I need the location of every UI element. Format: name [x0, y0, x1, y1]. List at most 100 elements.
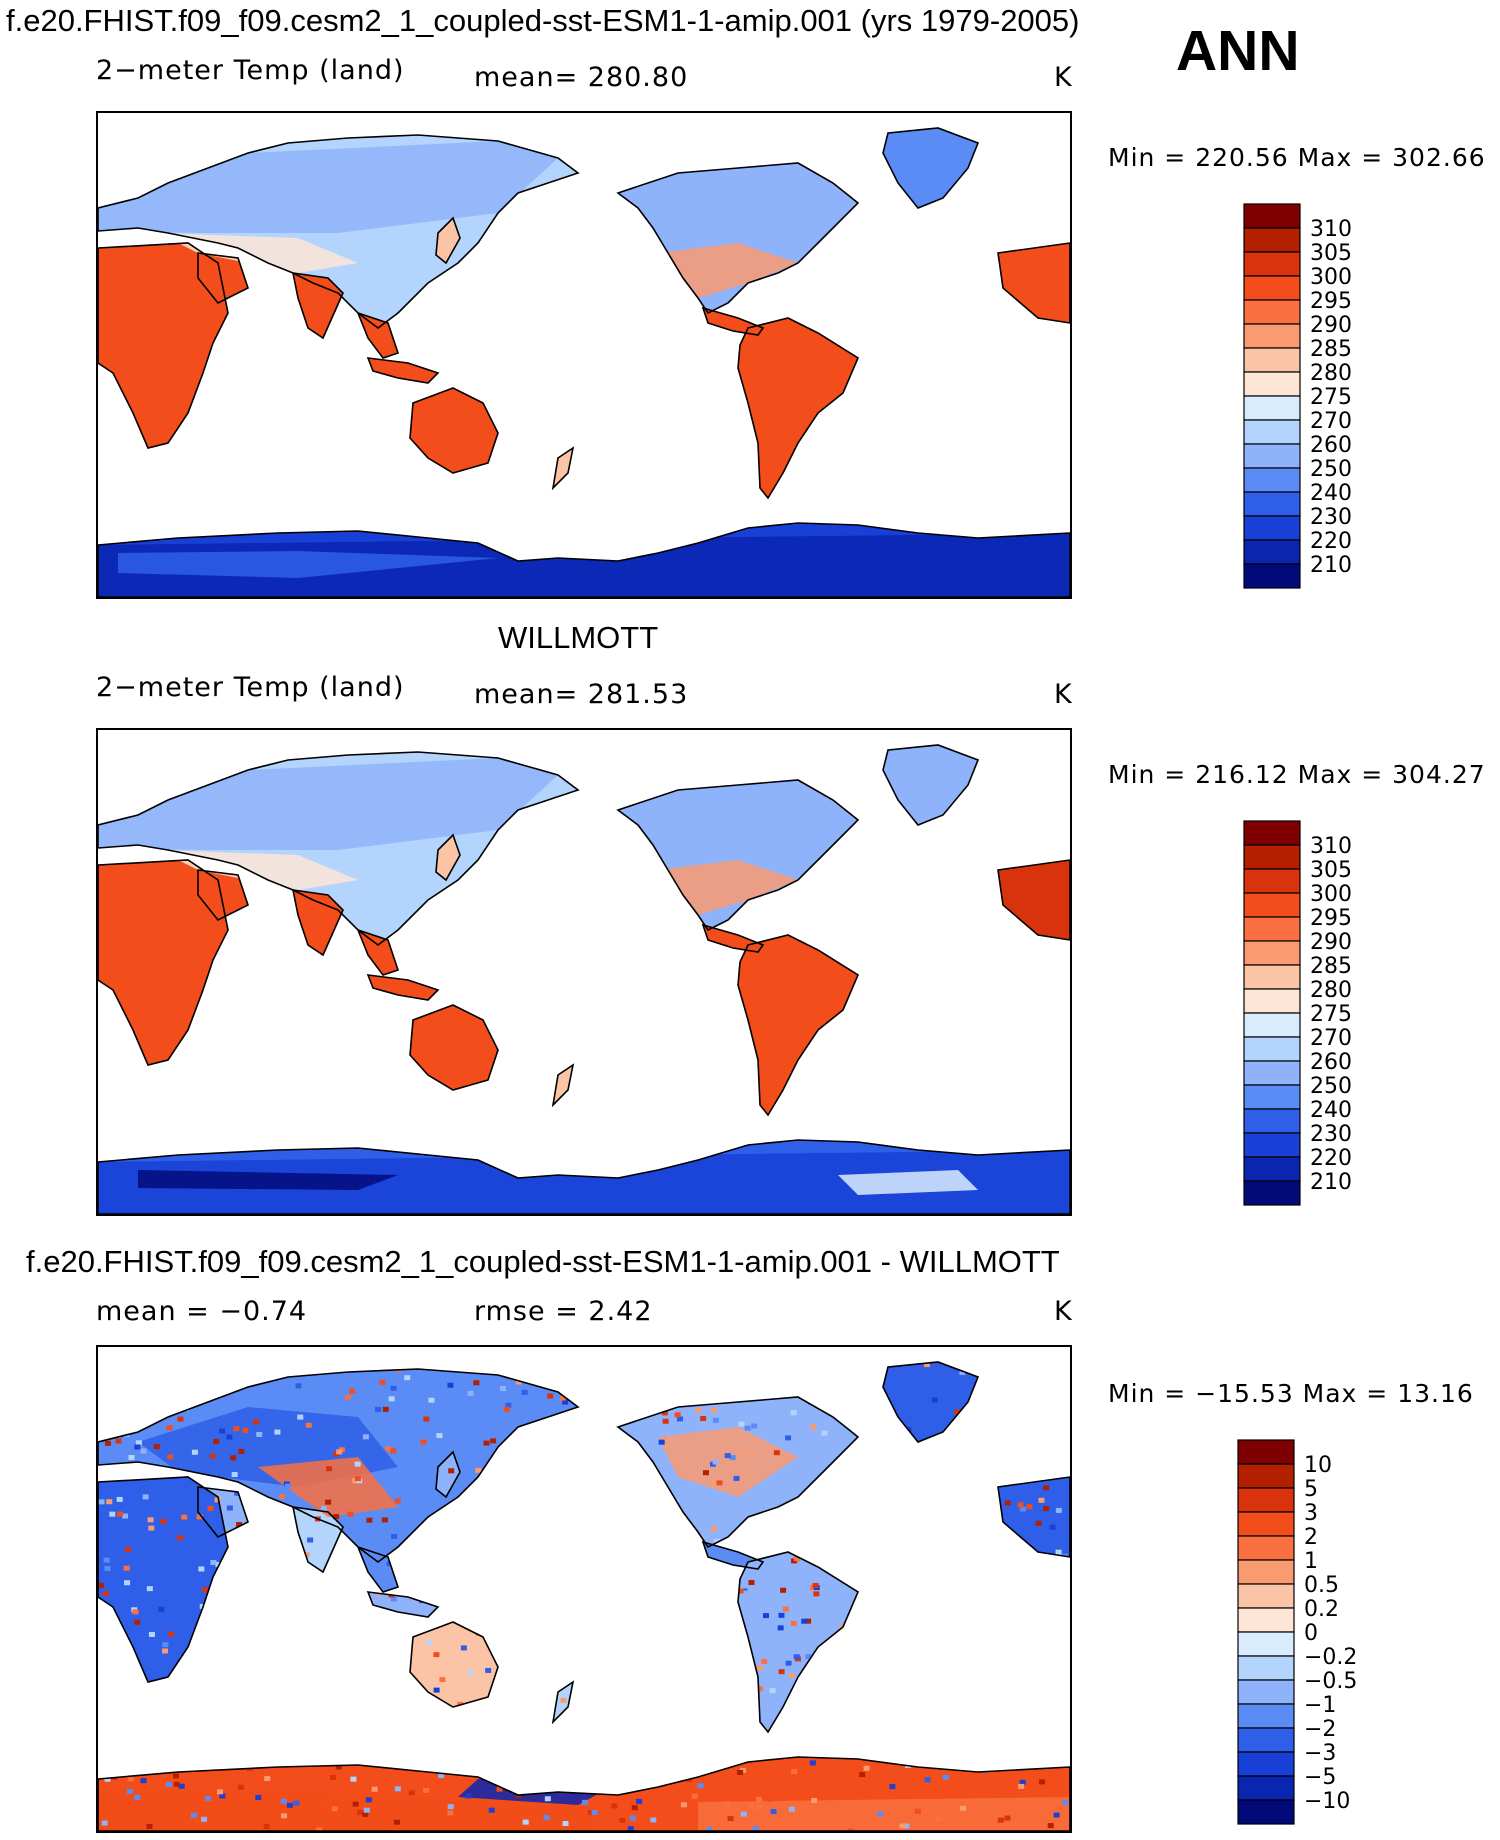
field-cell — [573, 1545, 580, 1551]
field-cell — [409, 1735, 416, 1741]
coastline-india — [291, 272, 344, 340]
field-cell — [867, 1694, 873, 1700]
field-cell — [132, 1609, 139, 1615]
field-cell — [525, 1529, 532, 1535]
field-cell — [437, 1362, 444, 1363]
field-cell — [559, 1485, 566, 1491]
field-cell — [109, 1728, 116, 1734]
panel3-colorbar: 10 5 3 2 1 0.5 0.2 0 −0.2 −0.5 −1 −2 −3 −5 −10 — [1237, 1439, 1388, 1825]
field-cell — [809, 1760, 816, 1766]
field-cell — [554, 1560, 561, 1566]
field-cell — [235, 1759, 242, 1765]
field-cell — [539, 1435, 546, 1441]
coastline-seasia — [356, 1545, 400, 1593]
colorbar-swatch — [1243, 419, 1301, 445]
field-cell — [269, 1709, 276, 1715]
field-cell — [880, 1523, 887, 1529]
land-australia — [410, 1622, 498, 1707]
field-cell — [162, 1375, 169, 1381]
field-cell — [522, 1819, 529, 1825]
field-cell — [898, 1723, 905, 1729]
field-cell — [563, 1352, 569, 1357]
field-cell — [113, 1365, 120, 1371]
field-cell — [544, 1458, 551, 1464]
field-cell — [961, 1513, 968, 1519]
field-cell — [303, 1552, 310, 1558]
field-cell — [884, 1704, 891, 1710]
field-cell — [747, 1803, 754, 1809]
field-cell — [458, 1528, 465, 1534]
field-cell — [601, 1582, 608, 1588]
field-cell — [540, 1556, 547, 1562]
field-cell — [889, 1644, 896, 1650]
field-cell — [581, 1672, 588, 1678]
colorbar-swatch — [1237, 1511, 1295, 1537]
panel3-units: K — [1054, 1296, 1073, 1327]
field-cell — [103, 1557, 110, 1563]
field-cell — [902, 1485, 909, 1491]
field-cell — [617, 1519, 624, 1525]
colorbar-tick-label: 275 — [1310, 1002, 1352, 1027]
field-cell — [798, 1374, 805, 1380]
field-cell — [276, 1665, 283, 1671]
field-cell — [1029, 1685, 1036, 1691]
land-greenland — [883, 745, 978, 825]
field-cell — [562, 1743, 569, 1749]
field-cell — [625, 1667, 632, 1673]
field-cell — [638, 1458, 645, 1464]
field-cell — [1062, 1799, 1069, 1805]
field-cell — [362, 1434, 369, 1440]
field-cell — [196, 1514, 203, 1520]
land-australia — [410, 1005, 498, 1090]
field-cell — [161, 1711, 168, 1717]
field-cell — [502, 1502, 509, 1508]
field-cell — [426, 1598, 433, 1604]
field-cell — [170, 1719, 177, 1725]
field-cell — [761, 1659, 768, 1665]
field-cell — [595, 1474, 602, 1480]
field-cell — [811, 1797, 818, 1803]
field-cell — [790, 1410, 797, 1416]
field-cell — [962, 1572, 969, 1578]
field-cell — [295, 1719, 302, 1725]
field-band — [118, 551, 498, 578]
field-cell — [593, 1490, 600, 1496]
field-cell — [524, 1604, 531, 1610]
field-cell — [1049, 1524, 1056, 1530]
field-cell — [769, 1729, 776, 1735]
field-cell — [795, 1706, 802, 1712]
field-cell — [989, 1362, 996, 1366]
field-cell — [861, 1482, 868, 1488]
field-cell — [728, 1649, 735, 1655]
field-cell — [597, 1784, 604, 1790]
field-cell — [631, 1390, 638, 1396]
field-cell — [653, 1571, 660, 1577]
colorbar-tick-label: 240 — [1310, 1098, 1352, 1123]
field-cell — [496, 1786, 503, 1792]
field-cell — [905, 1637, 912, 1643]
field-cell — [866, 1413, 873, 1419]
field-cell — [1043, 1506, 1050, 1512]
field-cell — [379, 1379, 386, 1385]
field-cell — [362, 1811, 369, 1817]
field-cell — [242, 1772, 249, 1778]
field-cell — [354, 1476, 361, 1482]
field-cell — [521, 1627, 528, 1633]
field-cell — [561, 1622, 568, 1628]
field-cell — [524, 1752, 531, 1758]
field-cell — [723, 1801, 730, 1807]
field-cell — [963, 1672, 970, 1678]
land-indonesia — [368, 975, 438, 1000]
field-cell — [1049, 1432, 1056, 1438]
field-cell — [234, 1686, 241, 1692]
field-cell — [447, 1810, 454, 1816]
field-cell — [581, 1687, 588, 1693]
field-cell — [848, 1703, 855, 1709]
field-cell — [297, 1414, 304, 1420]
field-cell — [966, 1494, 973, 1500]
field-cell — [219, 1730, 226, 1736]
field-cell — [288, 1742, 295, 1748]
field-cell — [682, 1347, 688, 1352]
field-cell — [255, 1794, 262, 1800]
field-cell — [615, 1713, 622, 1719]
